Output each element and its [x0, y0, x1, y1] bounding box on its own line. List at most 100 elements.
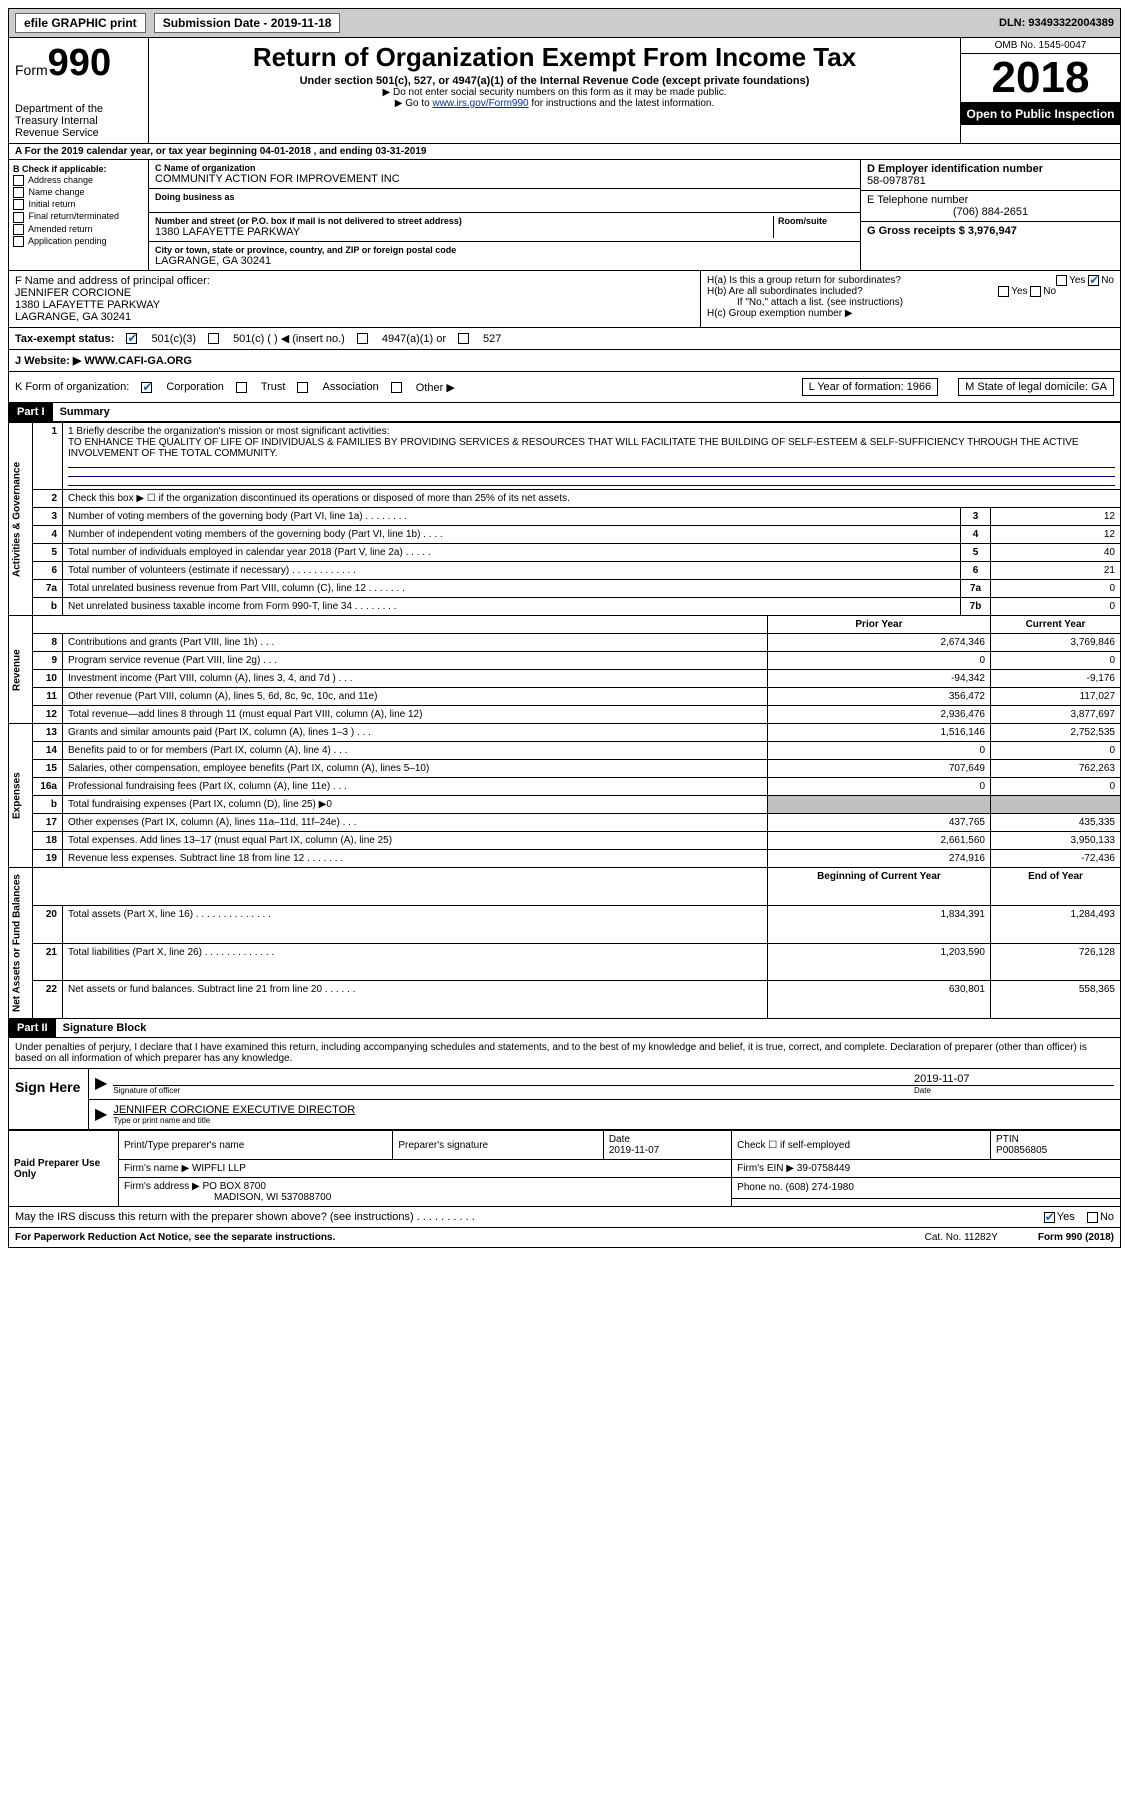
- checkbox-initial-return[interactable]: [13, 199, 24, 210]
- prep-date: 2019-11-07: [609, 1145, 659, 1156]
- gov-row-6: Total number of volunteers (estimate if …: [63, 562, 961, 580]
- officer-addr1: 1380 LAFAYETTE PARKWAY: [15, 299, 694, 311]
- mission-label: 1 Briefly describe the organization's mi…: [68, 426, 1115, 437]
- col-b-header: B Check if applicable:: [13, 164, 107, 174]
- k-label: K Form of organization:: [15, 381, 129, 393]
- discuss-no[interactable]: [1087, 1212, 1098, 1223]
- checkbox-527[interactable]: [458, 333, 469, 344]
- mission-text: TO ENHANCE THE QUALITY OF LIFE OF INDIVI…: [68, 437, 1115, 459]
- form-subtitle: Under section 501(c), 527, or 4947(a)(1)…: [155, 75, 954, 87]
- firm-name: WIPFLI LLP: [192, 1163, 246, 1174]
- checkbox-trust[interactable]: [236, 382, 247, 393]
- sidelabel-expenses: Expenses: [9, 724, 33, 868]
- rev-row-9: Program service revenue (Part VIII, line…: [63, 652, 768, 670]
- efile-button[interactable]: efile GRAPHIC print: [15, 13, 146, 33]
- note-goto-pre: ▶ Go to: [395, 98, 433, 109]
- checkbox-address-change[interactable]: [13, 175, 24, 186]
- signature-section: Under penalties of perjury, I declare th…: [8, 1038, 1121, 1130]
- arrow-icon: ▶: [95, 1073, 107, 1095]
- ptin-value: P00856805: [996, 1145, 1047, 1156]
- footer-mid: Cat. No. 11282Y: [925, 1232, 998, 1243]
- officer-name: JENNIFER CORCIONE: [15, 287, 694, 299]
- checkbox-final-return[interactable]: [13, 212, 24, 223]
- col-c: C Name of organization COMMUNITY ACTION …: [149, 160, 860, 270]
- checkbox-amended-return[interactable]: [13, 224, 24, 235]
- current-year-header: Current Year: [991, 616, 1121, 634]
- hb-label: H(b) Are all subordinates included?: [707, 286, 863, 297]
- checkbox-501c3[interactable]: [126, 333, 137, 344]
- hb-note: If "No," attach a list. (see instruction…: [707, 297, 1114, 308]
- checkbox-corporation[interactable]: [141, 382, 152, 393]
- ha-no[interactable]: [1088, 275, 1099, 286]
- gross-receipts: G Gross receipts $ 3,976,947: [867, 225, 1017, 237]
- hb-yes[interactable]: [998, 286, 1009, 297]
- row-fh: F Name and address of principal officer:…: [8, 271, 1121, 328]
- city-label: City or town, state or province, country…: [155, 245, 854, 255]
- room-label: Room/suite: [778, 216, 854, 226]
- sig-date-sublabel: Date: [914, 1085, 1114, 1095]
- sig-date-value: 2019-11-07: [914, 1073, 1114, 1085]
- exp-row-17: Other expenses (Part IX, column (A), lin…: [63, 814, 768, 832]
- rev-row-11: Other revenue (Part VIII, column (A), li…: [63, 688, 768, 706]
- gov-row-5: Total number of individuals employed in …: [63, 544, 961, 562]
- col-b: B Check if applicable: Address change Na…: [9, 160, 149, 270]
- open-inspection-label: Open to Public Inspection: [961, 103, 1120, 125]
- gov-row-4: Number of independent voting members of …: [63, 526, 961, 544]
- col-d: D Employer identification number 58-0978…: [860, 160, 1120, 270]
- top-bar: efile GRAPHIC print Submission Date - 20…: [8, 8, 1121, 38]
- part2-tag: Part II: [9, 1019, 56, 1037]
- sig-officer-sublabel: Signature of officer: [113, 1085, 914, 1095]
- gov-row-2: Check this box ▶ ☐ if the organization d…: [63, 490, 1121, 508]
- part1-tag: Part I: [9, 403, 53, 421]
- checkbox-4947[interactable]: [357, 333, 368, 344]
- checkbox-501c[interactable]: [208, 333, 219, 344]
- note-ssn: ▶ Do not enter social security numbers o…: [155, 87, 954, 98]
- name-title-sublabel: Type or print name and title: [113, 1116, 1114, 1125]
- row-i: Tax-exempt status: 501(c)(3) 501(c) ( ) …: [8, 328, 1121, 350]
- ha-yes[interactable]: [1056, 275, 1067, 286]
- sidelabel-governance: Activities & Governance: [9, 423, 33, 616]
- org-name-label: C Name of organization: [155, 163, 854, 173]
- street-label: Number and street (or P.O. box if mail i…: [155, 216, 769, 226]
- checkbox-name-change[interactable]: [13, 187, 24, 198]
- discuss-yes[interactable]: [1044, 1212, 1055, 1223]
- i-label: Tax-exempt status:: [15, 333, 114, 345]
- prep-check-self: Check ☐ if self-employed: [732, 1131, 991, 1160]
- end-year-header: End of Year: [991, 868, 1121, 906]
- checkbox-association[interactable]: [297, 382, 308, 393]
- org-name: COMMUNITY ACTION FOR IMPROVEMENT INC: [155, 173, 854, 185]
- ein-value: 58-0978781: [867, 175, 1114, 187]
- tax-year: 2018: [961, 54, 1120, 103]
- f-label: F Name and address of principal officer:: [15, 275, 694, 287]
- exp-row-15: Salaries, other compensation, employee b…: [63, 760, 768, 778]
- footer: For Paperwork Reduction Act Notice, see …: [8, 1228, 1121, 1248]
- firm-phone: (608) 274-1980: [786, 1182, 854, 1193]
- discuss-row: May the IRS discuss this return with the…: [8, 1207, 1121, 1228]
- dept-label: Department of the Treasury Internal Reve…: [15, 103, 142, 139]
- dba-label: Doing business as: [155, 192, 854, 202]
- prep-sig-label: Preparer's signature: [393, 1131, 603, 1160]
- rev-row-8: Contributions and grants (Part VIII, lin…: [63, 634, 768, 652]
- row-k: K Form of organization: Corporation Trus…: [8, 372, 1121, 403]
- irs-link[interactable]: www.irs.gov/Form990: [432, 98, 528, 109]
- omb-number: OMB No. 1545-0047: [961, 38, 1120, 54]
- city-value: LAGRANGE, GA 30241: [155, 255, 854, 267]
- firm-addr2: MADISON, WI 537088700: [124, 1192, 331, 1203]
- hb-no[interactable]: [1030, 286, 1041, 297]
- ha-label: H(a) Is this a group return for subordin…: [707, 275, 901, 286]
- rev-row-10: Investment income (Part VIII, column (A)…: [63, 670, 768, 688]
- part1-title: Summary: [60, 406, 110, 418]
- m-state: M State of legal domicile: GA: [958, 378, 1114, 396]
- form-title: Return of Organization Exempt From Incom…: [155, 42, 954, 73]
- submission-date-button[interactable]: Submission Date - 2019-11-18: [154, 13, 341, 33]
- gov-row-3: Number of voting members of the governin…: [63, 508, 961, 526]
- gov-row-7b: Net unrelated business taxable income fr…: [63, 598, 961, 616]
- dln-label: DLN: 93493322004389: [999, 17, 1114, 29]
- checkbox-other[interactable]: [391, 382, 402, 393]
- officer-name-title: JENNIFER CORCIONE EXECUTIVE DIRECTOR: [113, 1104, 1114, 1116]
- checkbox-application-pending[interactable]: [13, 236, 24, 247]
- gov-row-7a: Total unrelated business revenue from Pa…: [63, 580, 961, 598]
- part2-title: Signature Block: [63, 1022, 147, 1034]
- phone-value: (706) 884-2651: [867, 206, 1114, 218]
- footer-left: For Paperwork Reduction Act Notice, see …: [15, 1232, 335, 1243]
